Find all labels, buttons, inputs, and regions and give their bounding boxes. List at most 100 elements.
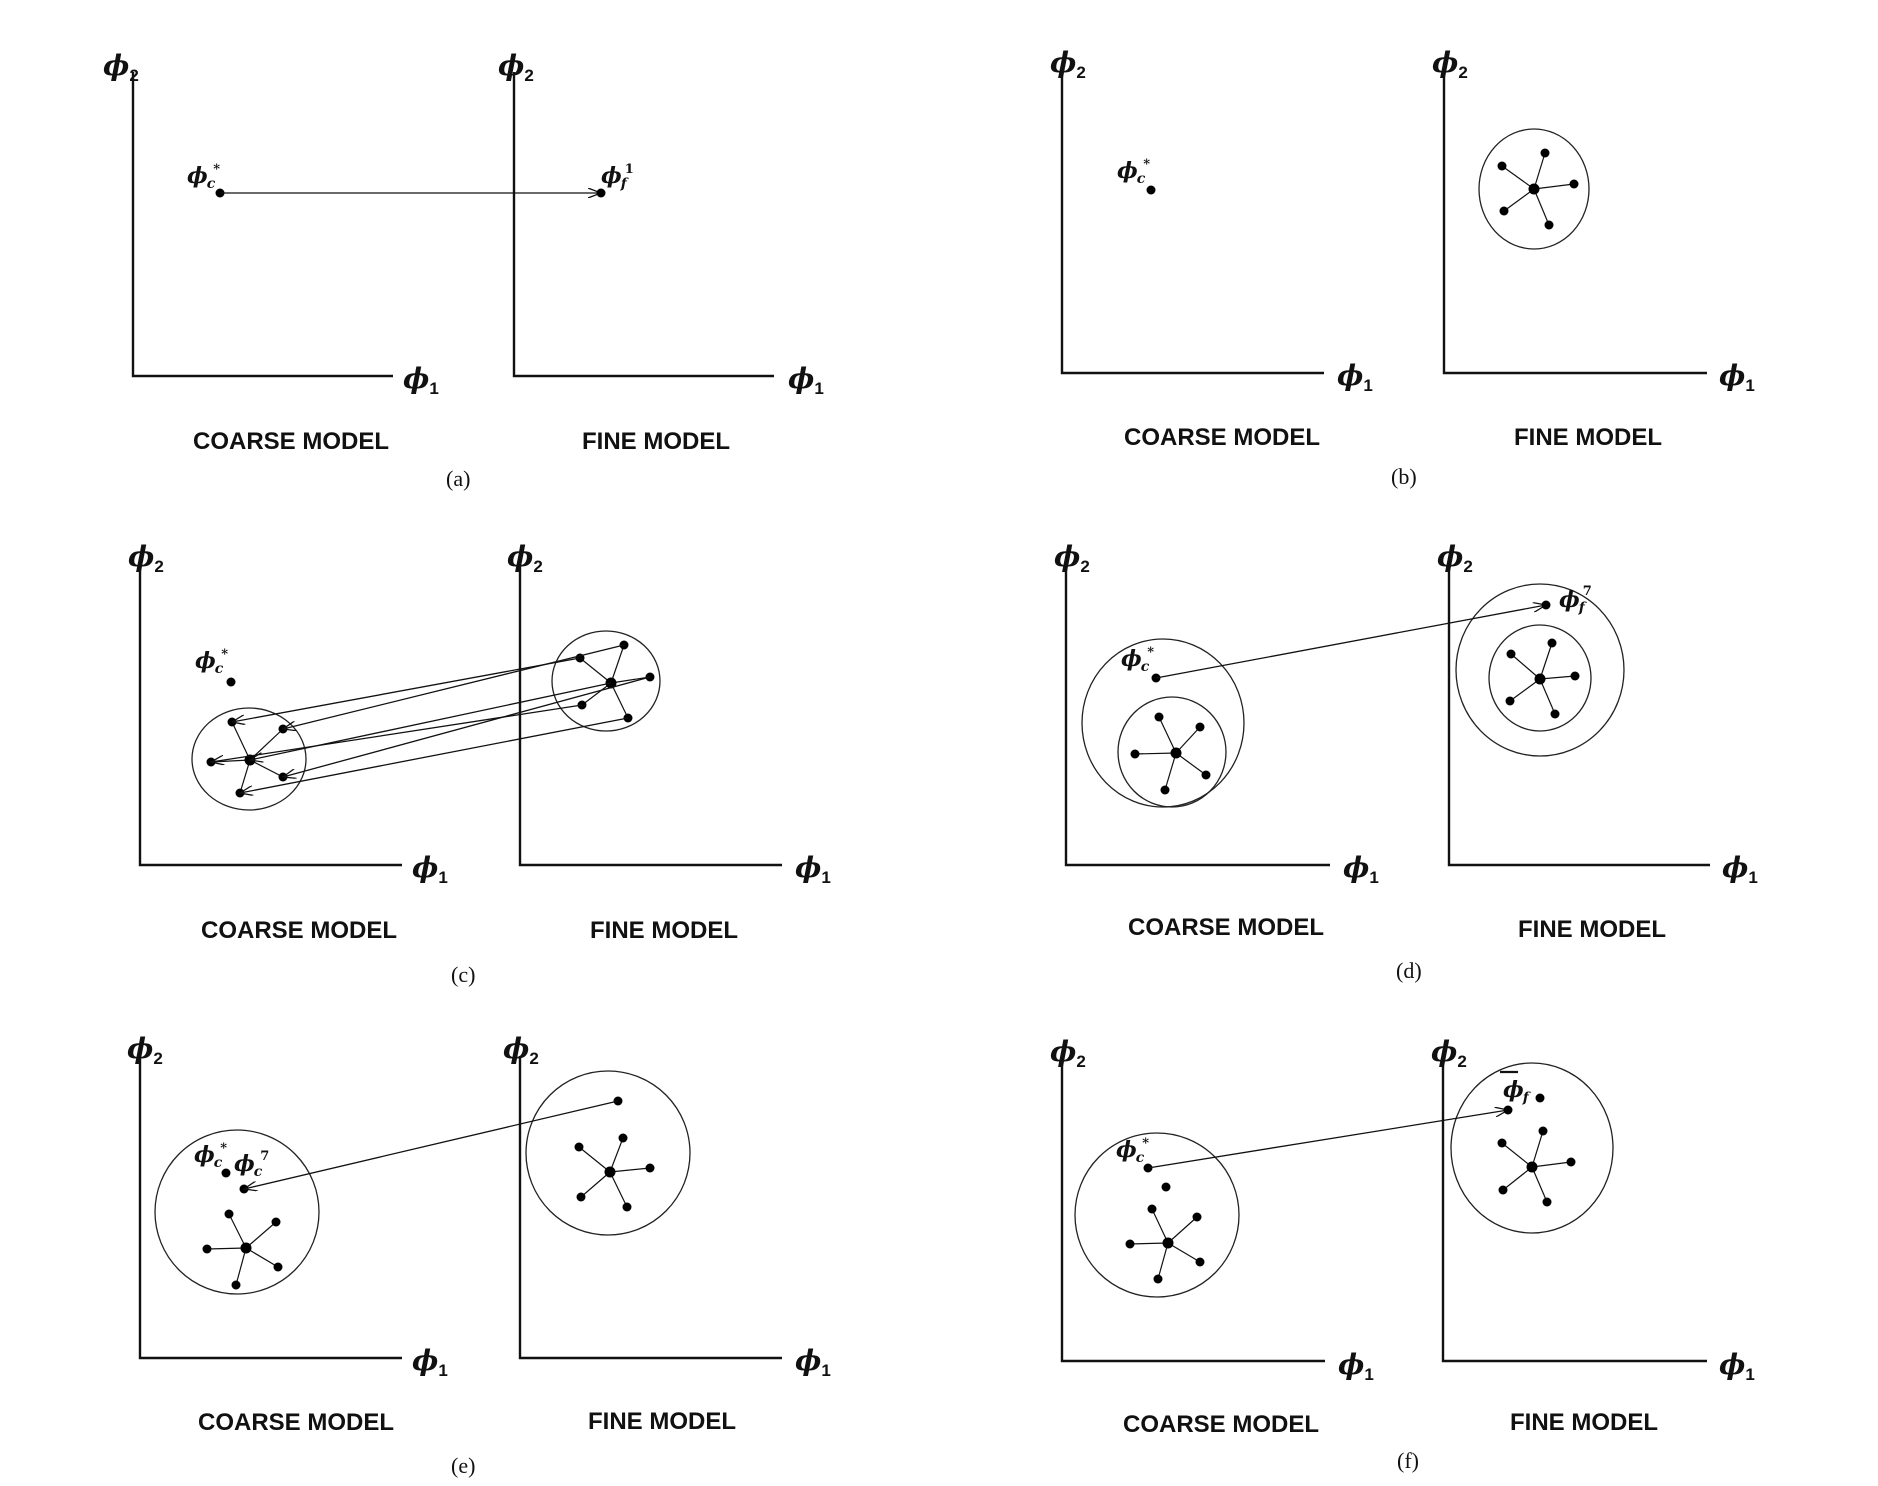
coarse-center-point [1170,747,1182,759]
panel-e: ϕ2 ϕ1 COARSE MODEL ϕ2 ϕ1 FINE MODEL ϕc* … [127,1032,831,1478]
fine-axes-f [1441,1058,1707,1363]
coarse-x-axis-label-a: ϕ1 [403,362,439,398]
fine-y-axis-label-c: ϕ2 [507,540,543,576]
coarse-point [231,1280,241,1290]
coarse-optimum-label-d: ϕc* [1121,645,1154,675]
fine-point-1-label-a: ϕf1 [601,162,634,192]
coarse-plot-e: ϕ2 ϕ1 COARSE MODEL [127,1032,448,1436]
fine-star-link [1533,152,1546,190]
coarse-y-axis-label-d: ϕ2 [1054,540,1090,576]
fine-x-axis-label-b: ϕ1 [1719,359,1755,395]
coarse-star-link [1129,1242,1169,1245]
coarse-center-point [1162,1237,1174,1249]
mapping-arrow [283,644,625,729]
fine-y-axis-label-d: ϕ2 [1437,540,1473,576]
coarse-y-axis-label-b: ϕ2 [1050,46,1086,82]
fine-axes-d [1447,563,1710,867]
coarse-star-cluster-c [206,717,288,798]
coarse-point [1153,1274,1163,1284]
fine-star-link [578,1146,611,1173]
coarse-region-f [1074,1132,1240,1298]
fine-star-link [1510,653,1541,680]
coarse-star-link [1158,716,1177,754]
coarse-x-axis-label-f: ϕ1 [1338,1348,1374,1384]
coarse-x-axis-label-b: ϕ1 [1337,359,1373,395]
panel-d: ϕ2 ϕ1 COARSE MODEL ϕ2 ϕ1 FINE MODEL ϕc* [1054,540,1758,983]
fine-point [618,1133,628,1143]
fine-center-point [604,1166,616,1178]
coarse-star-link [245,1247,279,1268]
fine-x-axis-label-c: ϕ1 [795,851,831,887]
panel-b: ϕ2 ϕ1 COARSE MODEL ϕ2 ϕ1 FINE MODEL ϕc* … [1050,46,1755,489]
coarse-star-cluster-f [1125,1204,1205,1284]
coarse-star-link [1175,726,1201,754]
fine-axes-b [1442,70,1707,375]
panel-f: ϕ2 ϕ1 COARSE MODEL ϕ2 ϕ1 FINE MODEL ϕc* [1050,1035,1755,1473]
fine-star-link [610,682,629,719]
fine-star-link [1533,188,1550,226]
fine-star-link [609,1171,628,1208]
fine-star-link [1539,678,1556,715]
fine-y-axis-label-f: ϕ2 [1431,1035,1467,1071]
coarse-point [1147,1204,1157,1214]
coarse-plot-b: ϕ2 ϕ1 COARSE MODEL [1050,46,1373,451]
coarse-outer-region-d [1081,638,1245,808]
caption-d: (d) [1396,958,1422,983]
coarse-center-point [240,1242,252,1254]
coarse-axes-b [1060,70,1324,375]
coarse-model-label-f: COARSE MODEL [1123,1411,1319,1438]
fine-point [645,1163,655,1173]
mapping-arrow-d [1155,605,1546,679]
fine-axes-c [518,563,782,867]
fine-center-point [1528,183,1540,195]
coarse-region-c [191,707,307,811]
coarse-y-axis-label-c: ϕ2 [128,540,164,576]
fine-perturbed-point [1499,206,1509,216]
fine-trust-region-b [1478,128,1590,250]
fine-star-link [1501,165,1535,190]
coarse-y-axis-label-f: ϕ2 [1050,1035,1086,1071]
fine-star-cluster-c [575,640,655,723]
coarse-star-link [1167,1242,1201,1263]
fine-plot-c: ϕ2 ϕ1 FINE MODEL [507,540,831,944]
fine-inner-region-d [1488,624,1592,732]
fine-region-e [525,1070,691,1236]
fine-star-link [609,1137,624,1173]
caption-a: (a) [446,466,470,491]
fine-star-link [1539,675,1576,680]
fine-star-cluster-d [1505,638,1580,719]
panel-a: ϕ2 ϕ1 COARSE MODEL ϕ2 ϕ1 FINE MODEL ϕc* … [103,49,824,491]
fine-perturbed-point [1569,179,1579,189]
coarse-optimum-label-f: ϕc* [1116,1136,1149,1166]
mapping-arrow [240,717,629,793]
fine-star-cluster-e [574,1133,655,1212]
fine-outer-region-d [1455,583,1625,757]
coarse-y-axis-label-a: ϕ2 [103,49,139,85]
fine-star-link [1509,678,1541,702]
coarse-point [1154,712,1164,722]
fine-y-axis-label-e: ϕ2 [503,1032,539,1068]
fine-point [1498,1185,1508,1195]
coarse-axes-d [1064,563,1330,867]
fine-point [1547,638,1557,648]
coarse-point [1195,722,1205,732]
fine-point [1542,1197,1552,1207]
fine-star-cluster-f [1497,1126,1576,1207]
coarse-star-link [235,1247,247,1286]
coarse-star-link [206,1247,247,1250]
fine-star-link [1531,1166,1548,1203]
coarse-axes-e [138,1056,402,1360]
fine-perturbed-point [1540,148,1550,158]
fine-model-label-b: FINE MODEL [1514,424,1662,451]
mapping-arrow [232,657,581,722]
fine-point [1505,696,1515,706]
coarse-point [1125,1239,1135,1249]
fine-perturbed-point [1544,220,1554,230]
fine-model-label-d: FINE MODEL [1518,916,1666,943]
coarse-point [1195,1257,1205,1267]
fine-center-point [1526,1161,1538,1173]
fine-axes-e [518,1056,782,1360]
coarse-point [1160,785,1170,795]
coarse-previous-point-f [1161,1182,1171,1192]
fine-y-axis-label-a: ϕ2 [498,49,534,85]
